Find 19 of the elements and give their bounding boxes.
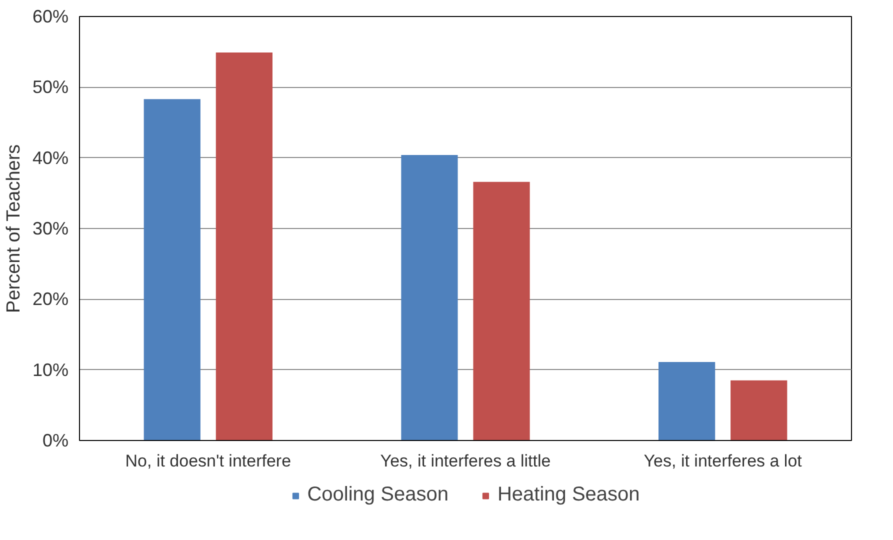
y-tick-label: 50% — [32, 77, 69, 98]
y-axis-title: Percent of Teachers — [3, 144, 24, 313]
legend-label: Cooling Season — [307, 484, 448, 506]
bar — [144, 99, 200, 440]
bar — [730, 380, 788, 440]
bar — [473, 182, 530, 440]
y-tick-label: 60% — [32, 6, 69, 26]
legend-label: Heating Season — [497, 484, 640, 506]
bar — [401, 155, 458, 440]
y-tick-label: 20% — [32, 289, 69, 310]
y-tick-label: 40% — [32, 148, 69, 168]
x-tick-label: No, it doesn't interfere — [125, 452, 292, 470]
bar — [658, 362, 716, 440]
bar — [216, 52, 272, 440]
y-tick-label: 0% — [42, 430, 68, 450]
y-tick-label: 30% — [32, 218, 69, 238]
x-tick-label: Yes, it interferes a lot — [644, 452, 802, 470]
y-tick-label: 10% — [32, 360, 69, 380]
x-tick-label: Yes, it interferes a little — [380, 452, 551, 470]
